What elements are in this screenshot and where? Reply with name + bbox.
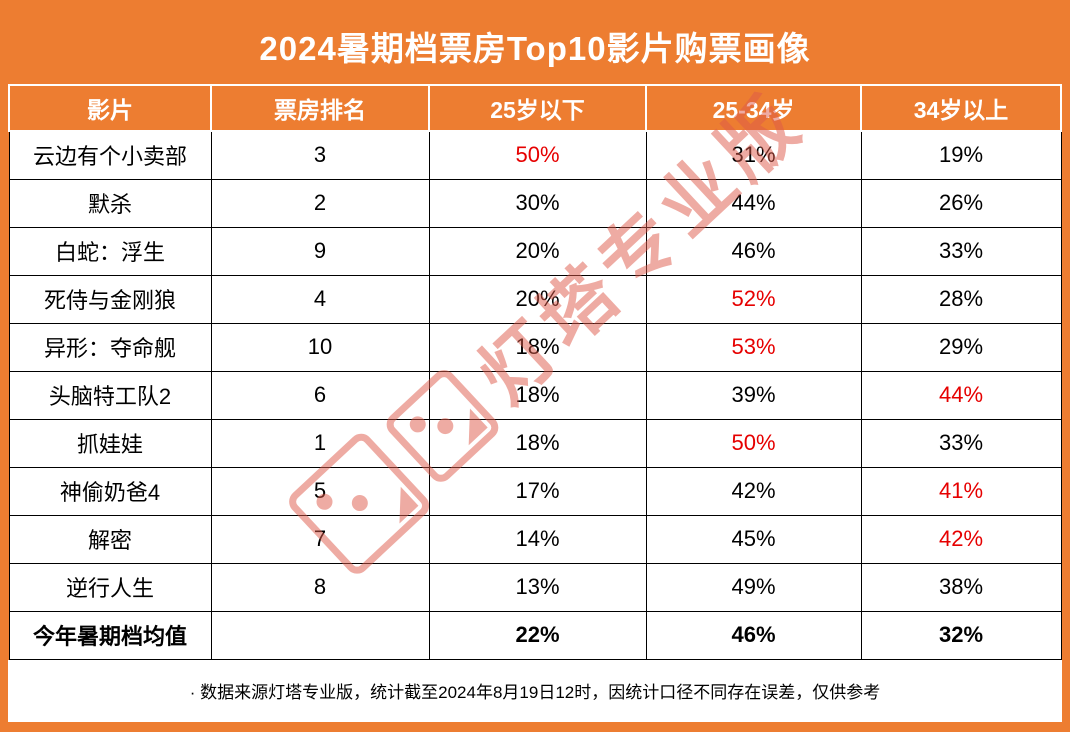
cell-film: 死侍与金刚狼 <box>8 274 212 324</box>
footer-note: · 数据来源灯塔专业版，统计截至2024年8月19日12时，因统计口径不同存在误… <box>8 659 1062 722</box>
cell-rank <box>210 610 430 660</box>
cell-rank: 10 <box>210 322 430 372</box>
cell-over34: 38% <box>860 562 1062 612</box>
cell-rank: 5 <box>210 466 430 516</box>
cell-under25: 20% <box>428 274 647 324</box>
header-under25: 25岁以下 <box>428 84 647 132</box>
cell-film: 异形：夺命舰 <box>8 322 212 372</box>
cell-age-25-34: 46% <box>645 610 862 660</box>
table-row: 解密 7 14% 45% 42% <box>8 514 1062 564</box>
cell-under25: 17% <box>428 466 647 516</box>
cell-film: 白蛇：浮生 <box>8 226 212 276</box>
table-row: 默杀 2 30% 44% 26% <box>8 178 1062 228</box>
cell-under25: 13% <box>428 562 647 612</box>
cell-age-25-34: 52% <box>645 274 862 324</box>
cell-under25: 20% <box>428 226 647 276</box>
cell-over34: 42% <box>860 514 1062 564</box>
cell-film: 头脑特工队2 <box>8 370 212 420</box>
cell-age-25-34: 42% <box>645 466 862 516</box>
cell-age-25-34: 46% <box>645 226 862 276</box>
table-row: 死侍与金刚狼 4 20% 52% 28% <box>8 274 1062 324</box>
cell-under25: 18% <box>428 418 647 468</box>
cell-over34: 44% <box>860 370 1062 420</box>
header-rank: 票房排名 <box>210 84 430 132</box>
cell-age-25-34: 50% <box>645 418 862 468</box>
cell-under25: 18% <box>428 370 647 420</box>
cell-age-25-34: 44% <box>645 178 862 228</box>
cell-under25: 50% <box>428 130 647 180</box>
cell-rank: 9 <box>210 226 430 276</box>
table-row: 逆行人生 8 13% 49% 38% <box>8 562 1062 612</box>
page-title: 2024暑期档票房Top10影片购票画像 <box>259 30 811 67</box>
cell-film: 逆行人生 <box>8 562 212 612</box>
cell-over34: 19% <box>860 130 1062 180</box>
table-row: 白蛇：浮生 9 20% 46% 33% <box>8 226 1062 276</box>
cell-over34: 33% <box>860 226 1062 276</box>
table-header-row: 影片 票房排名 25岁以下 25-34岁 34岁以上 <box>8 84 1062 132</box>
header-film: 影片 <box>8 84 212 132</box>
cell-age-25-34: 45% <box>645 514 862 564</box>
table-row: 云边有个小卖部 3 50% 31% 19% <box>8 130 1062 180</box>
cell-under25: 18% <box>428 322 647 372</box>
cell-rank: 2 <box>210 178 430 228</box>
cell-under25: 14% <box>428 514 647 564</box>
cell-over34: 32% <box>860 610 1062 660</box>
header-over34: 34岁以上 <box>860 84 1062 132</box>
cell-rank: 1 <box>210 418 430 468</box>
table-row-average: 今年暑期档均值 22% 46% 32% <box>8 610 1062 660</box>
table-row: 神偷奶爸4 5 17% 42% 41% <box>8 466 1062 516</box>
cell-film: 云边有个小卖部 <box>8 130 212 180</box>
cell-film: 默杀 <box>8 178 212 228</box>
cell-film: 解密 <box>8 514 212 564</box>
cell-rank: 3 <box>210 130 430 180</box>
cell-rank: 4 <box>210 274 430 324</box>
cell-over34: 41% <box>860 466 1062 516</box>
cell-rank: 7 <box>210 514 430 564</box>
cell-film: 神偷奶爸4 <box>8 466 212 516</box>
header-age-25-34: 25-34岁 <box>645 84 862 132</box>
cell-film: 抓娃娃 <box>8 418 212 468</box>
table-row: 抓娃娃 1 18% 50% 33% <box>8 418 1062 468</box>
box-office-table: 影片 票房排名 25岁以下 25-34岁 34岁以上 云边有个小卖部 3 50%… <box>8 84 1062 660</box>
cell-rank: 6 <box>210 370 430 420</box>
cell-over34: 26% <box>860 178 1062 228</box>
table-row: 异形：夺命舰 10 18% 53% 29% <box>8 322 1062 372</box>
cell-age-25-34: 31% <box>645 130 862 180</box>
cell-over34: 28% <box>860 274 1062 324</box>
cell-over34: 29% <box>860 322 1062 372</box>
cell-age-25-34: 49% <box>645 562 862 612</box>
cell-age-25-34: 39% <box>645 370 862 420</box>
cell-rank: 8 <box>210 562 430 612</box>
table-row: 头脑特工队2 6 18% 39% 44% <box>8 370 1062 420</box>
cell-over34: 33% <box>860 418 1062 468</box>
cell-age-25-34: 53% <box>645 322 862 372</box>
cell-under25: 30% <box>428 178 647 228</box>
cell-under25: 22% <box>428 610 647 660</box>
cell-film: 今年暑期档均值 <box>8 610 212 660</box>
